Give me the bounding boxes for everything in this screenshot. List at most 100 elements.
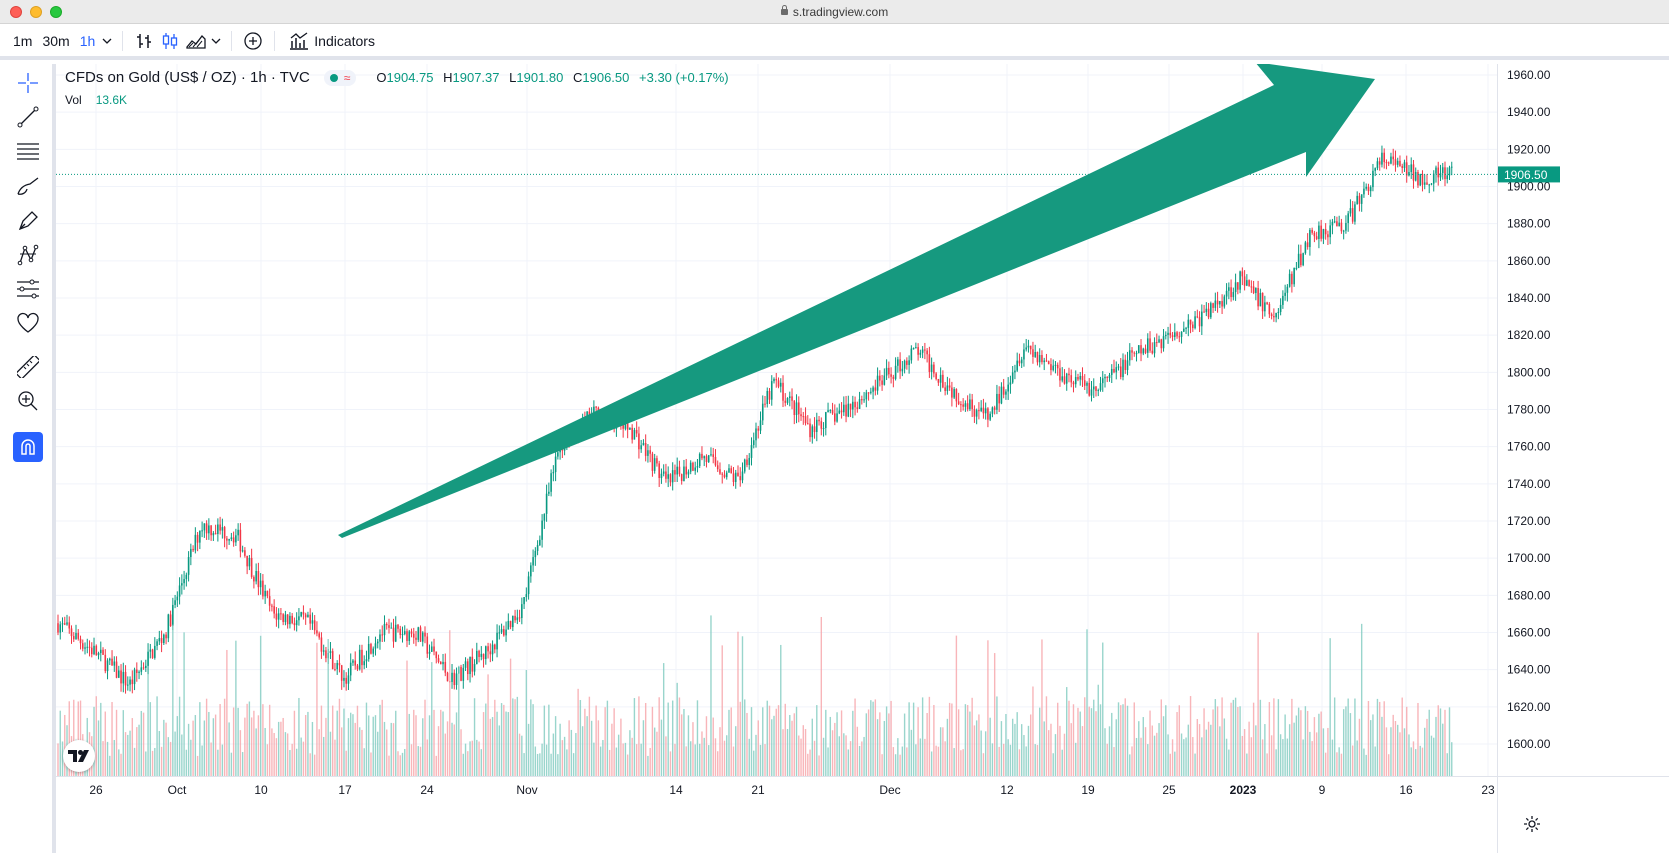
candle-body [635,429,638,434]
forecast-icon[interactable] [13,274,43,304]
candle-body [1214,300,1217,308]
candle-body [408,631,411,641]
volume-bar [987,640,989,776]
candle-body [1146,338,1149,353]
chart-area[interactable]: 1960.00 1940.00 1920.00 1900.00 1880.00 1860.… [56,62,1669,853]
symbol-title[interactable]: CFDs on Gold (US$ / OZ) · 1h · TVC [65,69,310,86]
volume-bar [566,749,568,776]
fib-levels-icon[interactable] [13,137,43,167]
candle-body [527,576,530,595]
candle-body [998,393,1000,404]
price-chart[interactable]: 1960.00 1940.00 1920.00 1900.00 1880.00 1860.… [56,62,1669,853]
market-status-pill[interactable]: ≈ [323,69,357,86]
ruler-icon[interactable] [13,352,43,382]
candle-body [471,656,474,672]
pattern-icon[interactable] [13,240,43,270]
volume-bar [401,752,404,776]
candle-body [991,407,994,414]
crosshair-icon[interactable] [13,68,43,98]
price-tick-label: 1860.00 [1507,254,1551,268]
candle-body [1336,221,1338,227]
candle-body [885,367,888,376]
timeframe-30m-button[interactable]: 30m [42,32,70,49]
volume-bar [368,715,370,776]
volume-bar [1140,737,1142,776]
volume-bar [158,731,161,776]
compare-add-icon[interactable] [240,28,266,54]
volume-bar [480,749,483,776]
favorites-heart-icon[interactable] [13,308,43,338]
candle-body [1270,314,1273,317]
trend-line-icon[interactable] [13,102,43,132]
volume-bar [1286,738,1289,776]
volume-legend: Vol 13.6K [65,93,127,107]
chart-settings-gear-icon[interactable] [1516,808,1548,840]
chevron-down-icon[interactable] [100,28,114,54]
candle-body [712,454,715,457]
volume-bar [879,712,881,776]
volume-bar [232,707,235,776]
volume-bar [1223,718,1226,776]
timeframe-1m-button[interactable]: 1m [13,32,33,49]
candle-body [1219,301,1221,305]
minimize-window-button[interactable] [30,6,42,18]
volume-bar [1255,725,1257,776]
bar-chart-style-icon[interactable] [131,28,157,54]
volume-bar [1311,741,1313,776]
close-window-button[interactable] [10,6,22,18]
volume-bar [590,720,593,776]
volume-bar [642,720,645,776]
magnet-icon[interactable] [13,432,43,462]
candle-chart-style-icon[interactable] [157,28,183,54]
volume-bar [615,747,618,776]
volume-bar [503,704,505,776]
candle-body [1248,280,1250,287]
address-bar[interactable]: s.tradingview.com [0,5,1669,19]
zoom-in-icon[interactable] [13,386,43,416]
volume-bar [223,698,226,776]
candle-body [1345,223,1347,231]
candle-body [1198,317,1201,327]
area-chart-style-icon[interactable] [183,28,209,54]
volume-bar [746,712,748,776]
tradingview-logo[interactable] [63,740,95,772]
volume-bar [1273,698,1275,776]
volume-bar [336,710,338,776]
volume-bar [133,747,136,776]
candle-body [1324,229,1327,235]
volume-bar [300,737,302,776]
timeframe-1h-button[interactable]: 1h [79,32,96,49]
candle-body [1264,302,1266,312]
volume-bar [370,752,372,776]
price-tick-label: 1620.00 [1507,700,1551,714]
candle-body [1374,168,1376,171]
candle-body [1250,286,1253,288]
zoom-window-button[interactable] [50,6,62,18]
volume-bar [926,713,928,776]
volume-bar [962,749,964,776]
candle-body [1029,345,1032,350]
candle-body [1155,342,1158,344]
candle-body [1176,332,1178,337]
volume-bar [1111,712,1113,776]
pen-icon[interactable] [13,206,43,236]
volume-bar [1018,749,1021,776]
volume-bar [944,741,946,776]
volume-bar [320,705,323,776]
indicators-button[interactable]: Indicators [283,31,381,50]
volume-bar [1444,709,1446,776]
candle-body [392,627,395,642]
volume-bar [969,711,971,776]
candle-body [433,646,435,652]
candle-body [1011,372,1014,383]
candle-body [444,661,447,673]
volume-bar [244,717,246,776]
volume-bar [1104,728,1106,776]
volume-bar [617,734,620,776]
brush-icon[interactable] [13,172,43,202]
time-tick-label: 17 [338,783,352,797]
chevron-down-icon[interactable] [209,28,223,54]
candle-body [1311,229,1313,233]
volume-bar [1329,638,1331,776]
candle-body [210,525,212,536]
